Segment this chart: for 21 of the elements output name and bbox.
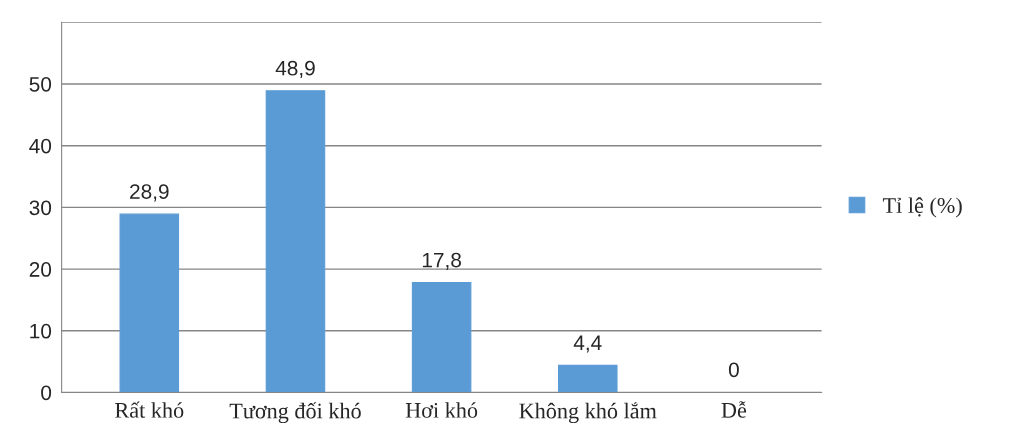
y-tick-label: 10	[30, 323, 52, 339]
legend-label: Tỉ lệ (%)	[882, 197, 962, 218]
data-label: 48,9	[275, 60, 315, 79]
bar	[265, 90, 326, 393]
x-tick-label: Hơi khó	[405, 402, 478, 418]
y-tick-label: 0	[41, 385, 52, 401]
y-tick-label: 30	[29, 200, 52, 216]
x-tick-label: Dễ	[721, 401, 747, 418]
y-tick-label: 40	[29, 138, 52, 154]
data-label: 28,9	[130, 184, 169, 202]
data-label: 17,8	[422, 252, 461, 270]
data-label: 0	[728, 362, 739, 378]
x-tick-label: Tương đối khó	[229, 402, 361, 424]
bar	[411, 282, 472, 393]
y-tick-label: 20	[29, 262, 52, 277]
bar	[119, 213, 180, 393]
data-label: 4,4	[573, 335, 602, 353]
y-tick-label: 50	[29, 77, 52, 92]
x-tick-label: Rất khó	[115, 401, 184, 418]
x-tick-label: Không khó lắm	[519, 402, 657, 424]
bar	[557, 364, 618, 393]
